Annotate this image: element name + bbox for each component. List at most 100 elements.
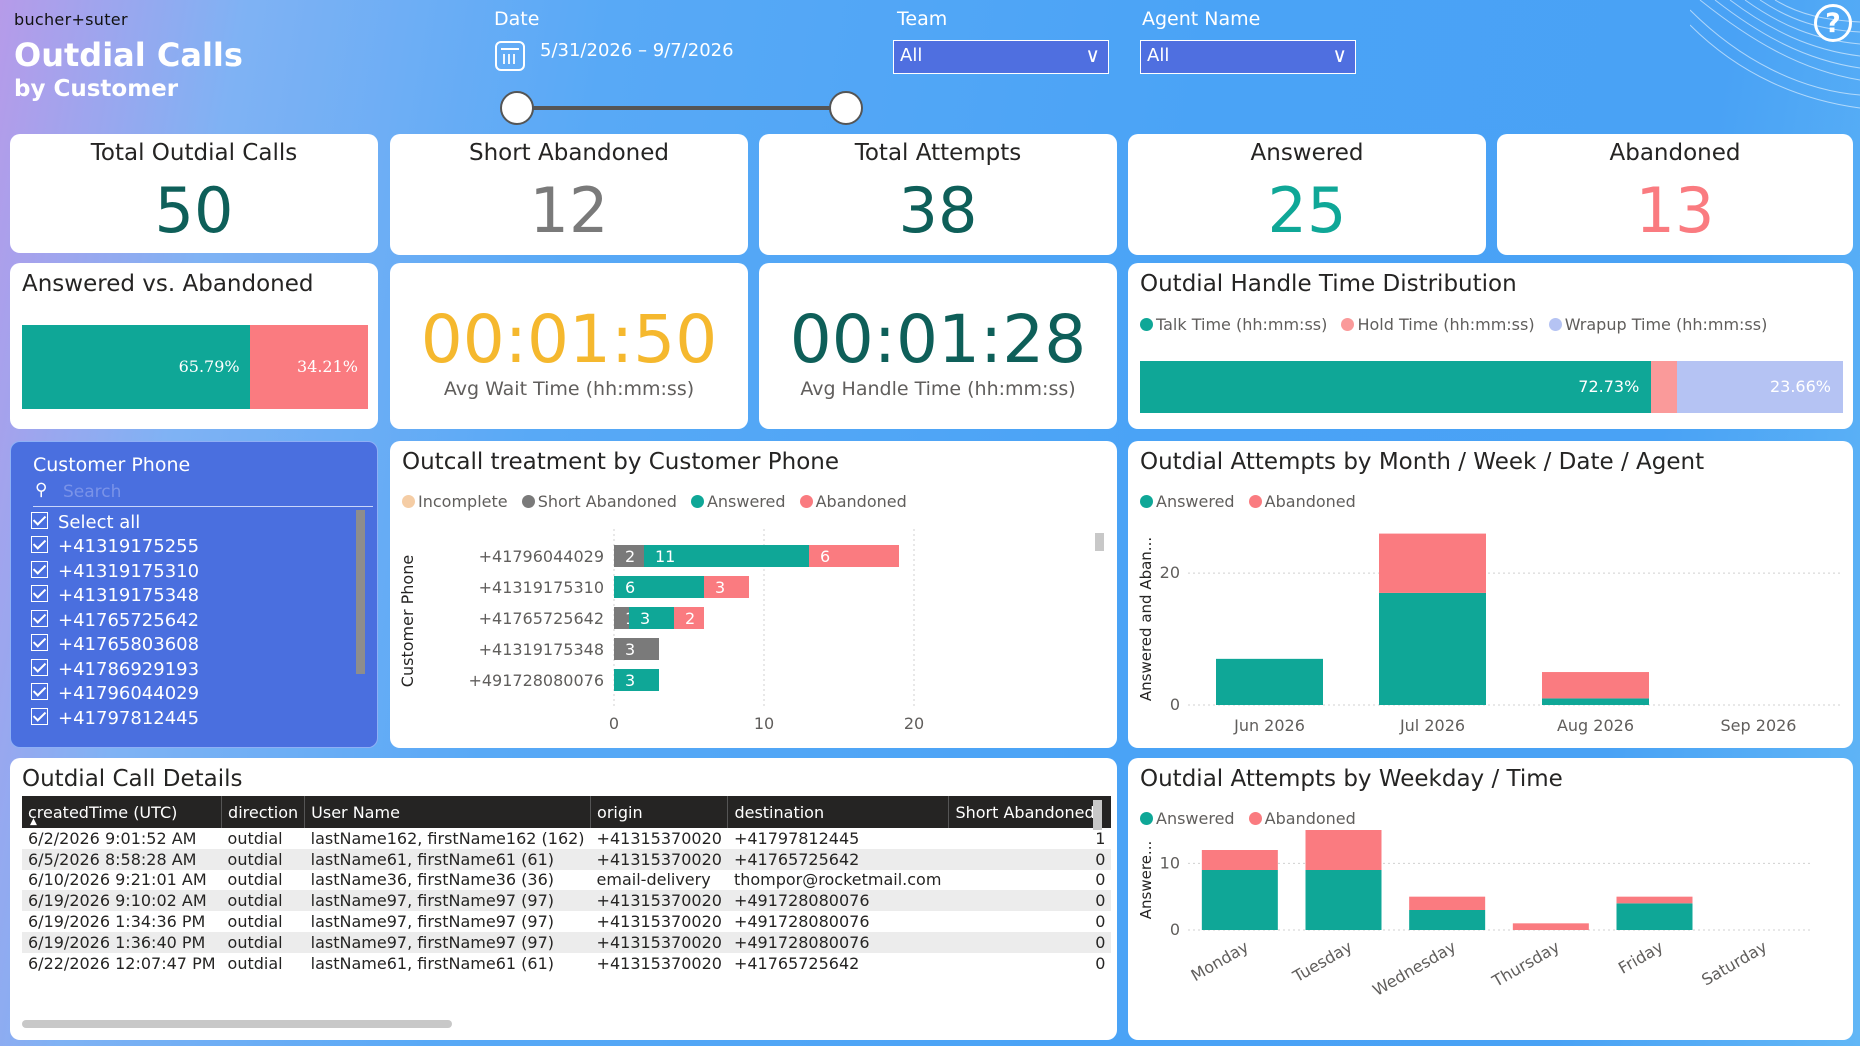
- page-subtitle: by Customer: [14, 76, 179, 102]
- decorative-wave: [1690, 0, 1860, 109]
- slicer-item[interactable]: +41319175348: [31, 585, 199, 606]
- avg-wait-time-card: 00:01:50 Avg Wait Time (hh:mm:ss): [390, 263, 748, 429]
- column-header[interactable]: Short Abandoned: [948, 796, 1112, 828]
- table-vertical-scrollbar[interactable]: [1093, 800, 1102, 830]
- card-title: Outdial Attempts by Weekday / Time: [1140, 766, 1563, 792]
- bar-segment[interactable]: [614, 576, 704, 598]
- checkbox-checked-icon[interactable]: [31, 683, 48, 700]
- help-button[interactable]: ?: [1814, 4, 1852, 42]
- slicer-item[interactable]: +41319175255: [31, 536, 199, 557]
- checkbox-checked-icon[interactable]: [31, 659, 48, 676]
- bar-segment[interactable]: [629, 607, 674, 629]
- legend-wrapup[interactable]: Wrapup Time (hh:mm:ss): [1548, 315, 1767, 334]
- legend-hold[interactable]: Hold Time (hh:mm:ss): [1341, 315, 1535, 334]
- slicer-item[interactable]: +41797812445: [31, 708, 199, 729]
- y-tick-label: +41319175310: [479, 578, 604, 597]
- legend-answered[interactable]: Answered: [690, 492, 786, 511]
- kpi-label: Answered: [1250, 140, 1364, 166]
- slicer-item[interactable]: +41796044029: [31, 683, 199, 704]
- slicer-search[interactable]: ⚲ Search: [33, 480, 373, 507]
- call-details-table: createdTime (UTC) ▲ direction User Name o…: [22, 796, 1112, 974]
- bar-segment[interactable]: [1379, 533, 1486, 593]
- bar-segment[interactable]: [1616, 896, 1693, 904]
- table-row[interactable]: 6/2/2026 9:01:52 AM outdial lastName162, f…: [22, 828, 1111, 849]
- checkbox-checked-icon[interactable]: [31, 512, 48, 529]
- slicer-item[interactable]: +41765725642: [31, 610, 199, 631]
- bar-segment[interactable]: [1409, 910, 1486, 930]
- bar-segment[interactable]: [614, 638, 659, 660]
- column-header[interactable]: createdTime (UTC) ▲: [22, 796, 223, 828]
- checkbox-checked-icon[interactable]: [31, 585, 48, 602]
- table-row[interactable]: 6/10/2026 9:21:01 AM outdial lastName36, f…: [22, 870, 1111, 891]
- bar-segment[interactable]: [1379, 592, 1486, 705]
- wrapup-segment[interactable]: 23.66%: [1676, 361, 1843, 413]
- bar-segment[interactable]: [1216, 658, 1323, 705]
- slicer-title: Customer Phone: [33, 454, 191, 476]
- bar-segment[interactable]: [704, 576, 749, 598]
- table-cell: +41765725642: [727, 848, 949, 870]
- table-row[interactable]: 6/19/2026 1:34:36 PM outdial lastName97, f…: [22, 911, 1111, 932]
- bar-segment[interactable]: [614, 545, 644, 567]
- column-header[interactable]: origin: [590, 796, 729, 828]
- column-header[interactable]: destination: [727, 796, 950, 828]
- talk-segment[interactable]: 72.73%: [1140, 361, 1652, 413]
- bar-segment[interactable]: [1305, 870, 1382, 930]
- legend-short-abandoned[interactable]: Short Abandoned: [521, 492, 677, 511]
- column-header[interactable]: User Name: [304, 796, 592, 828]
- bar-segment[interactable]: [614, 669, 659, 691]
- bar-segment[interactable]: [1512, 923, 1589, 930]
- legend-answered[interactable]: Answered: [1140, 809, 1235, 828]
- legend-incomplete[interactable]: Incomplete: [402, 492, 508, 511]
- team-dropdown[interactable]: All ∨: [893, 40, 1109, 74]
- bar-segment[interactable]: [1305, 830, 1382, 870]
- date-slider-track[interactable]: [517, 106, 847, 110]
- bar-segment[interactable]: [644, 545, 809, 567]
- bar-segment[interactable]: [614, 607, 629, 629]
- table-horizontal-scrollbar[interactable]: [22, 1020, 452, 1028]
- table-row[interactable]: 6/19/2026 9:10:02 AM outdial lastName97, f…: [22, 890, 1112, 912]
- checkbox-checked-icon[interactable]: [31, 634, 48, 651]
- slicer-scrollbar[interactable]: [356, 510, 365, 674]
- y-tick-label: 20: [1160, 563, 1180, 582]
- attempts-by-month-chart: 0 20 Answered and Aban... Jun 2026 Jul 2026 A…: [1137, 533, 1840, 735]
- bar-segment[interactable]: [1409, 896, 1486, 910]
- table-row[interactable]: 6/19/2026 1:36:40 PM outdial lastName97, f…: [22, 931, 1112, 953]
- calendar-icon[interactable]: [495, 41, 525, 71]
- abandoned-segment[interactable]: 34.21%: [249, 325, 368, 409]
- table-cell: 6/19/2026 1:36:40 PM: [22, 931, 222, 953]
- date-slider-start-handle[interactable]: [500, 91, 534, 125]
- checkbox-checked-icon[interactable]: [31, 561, 48, 578]
- slicer-item[interactable]: +41319175310: [31, 561, 199, 582]
- bar-segment[interactable]: [1542, 698, 1649, 705]
- talk-pct-label: 72.73%: [1578, 377, 1640, 396]
- checkbox-checked-icon[interactable]: [31, 708, 48, 725]
- slicer-item[interactable]: +41765803608: [31, 634, 199, 655]
- legend-abandoned[interactable]: Abandoned: [1248, 809, 1356, 828]
- checkbox-checked-icon[interactable]: [31, 536, 48, 553]
- legend-abandoned[interactable]: Abandoned: [1248, 492, 1356, 511]
- bar-segment[interactable]: [1542, 672, 1649, 699]
- data-label: 3: [640, 609, 650, 628]
- x-tick-label: Friday: [1615, 937, 1667, 978]
- date-slider-end-handle[interactable]: [829, 91, 863, 125]
- table-row[interactable]: 6/5/2026 8:58:28 AM outdial lastName61, fi…: [22, 848, 1112, 870]
- bar-segment[interactable]: [809, 545, 899, 567]
- table-cell: 6/19/2026 9:10:02 AM: [22, 890, 222, 912]
- legend-talk[interactable]: Talk Time (hh:mm:ss): [1140, 315, 1327, 334]
- legend-answered[interactable]: Answered: [1140, 492, 1235, 511]
- column-header[interactable]: direction: [221, 796, 306, 828]
- agent-dropdown[interactable]: All ∨: [1140, 40, 1356, 74]
- bar-segment[interactable]: [674, 607, 704, 629]
- bar-segment[interactable]: [1616, 903, 1693, 930]
- slicer-select-all[interactable]: Select all: [31, 512, 140, 533]
- checkbox-checked-icon[interactable]: [31, 610, 48, 627]
- slicer-item[interactable]: +41786929193: [31, 659, 199, 680]
- answered-segment[interactable]: 65.79%: [22, 325, 250, 409]
- search-input[interactable]: Search: [63, 482, 122, 502]
- legend-abandoned[interactable]: Abandoned: [799, 492, 907, 511]
- table-row[interactable]: 6/22/2026 12:07:47 PM outdial lastName61, …: [22, 953, 1111, 974]
- bar-segment[interactable]: [1201, 870, 1278, 930]
- bar-segment[interactable]: [1201, 850, 1278, 870]
- chart-scrollbar[interactable]: [1095, 533, 1104, 551]
- hold-segment[interactable]: [1651, 361, 1677, 413]
